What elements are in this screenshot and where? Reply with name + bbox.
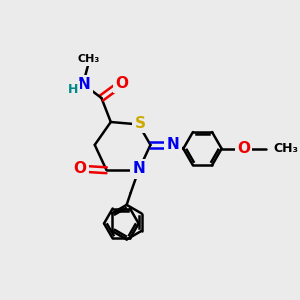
Text: O: O — [74, 161, 86, 176]
Text: CH₃: CH₃ — [77, 54, 99, 64]
Text: O: O — [237, 141, 250, 156]
Text: S: S — [134, 116, 146, 130]
Text: N: N — [132, 161, 145, 176]
Text: H: H — [68, 83, 78, 96]
Text: O: O — [115, 76, 128, 91]
Text: CH₃: CH₃ — [274, 142, 298, 155]
Text: N: N — [167, 137, 179, 152]
Text: N: N — [78, 77, 91, 92]
